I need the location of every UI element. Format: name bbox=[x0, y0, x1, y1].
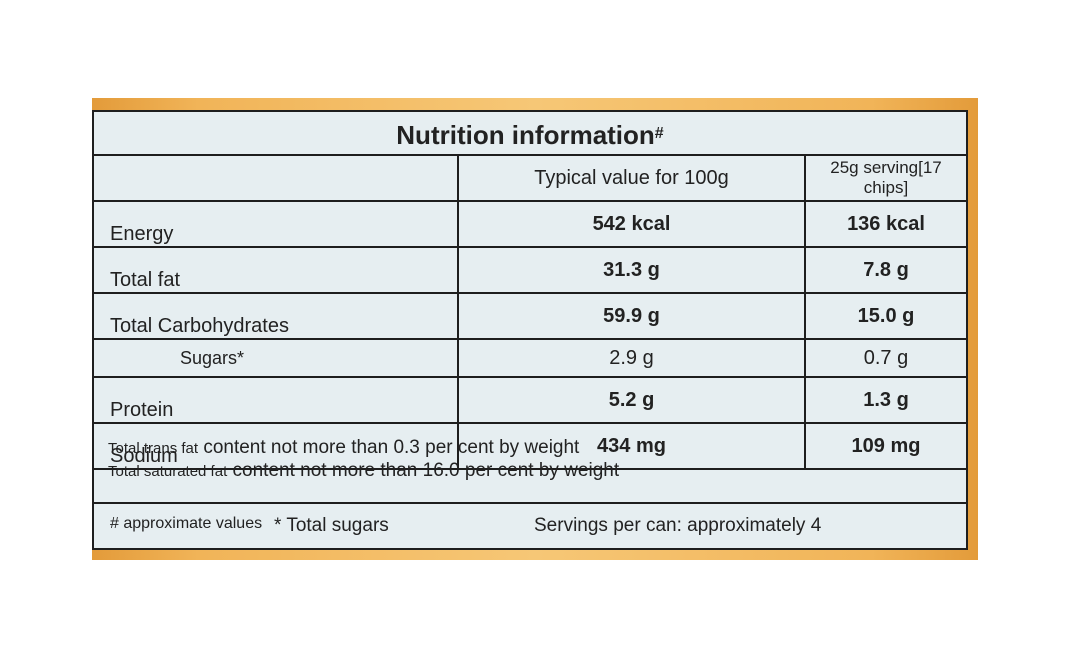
header-blank-cell bbox=[94, 154, 459, 202]
trans-fat-note: Total trans fat content not more than 0.… bbox=[108, 437, 580, 458]
table-row: Protein 5.2 g 1.3 g bbox=[94, 376, 966, 424]
table-row: Sodium 434 mg 109 mg bbox=[94, 422, 966, 470]
nutrient-label: Total Carbohydrates bbox=[94, 292, 459, 340]
saturated-fat-note: Total saturated fat content not more tha… bbox=[108, 460, 620, 481]
table-row: Total fat 31.3 g 7.8 g bbox=[94, 246, 966, 294]
panel-title: Nutrition information# bbox=[94, 114, 966, 154]
value-per-serving: 136 kcal bbox=[804, 200, 966, 248]
nutrient-label: Total fat bbox=[94, 246, 459, 294]
value-per-100g: 31.3 g bbox=[457, 246, 806, 294]
value-per-serving: 15.0 g bbox=[804, 292, 966, 340]
nutrient-label: Sugars* bbox=[94, 338, 459, 378]
nutrient-label: Energy bbox=[94, 200, 459, 248]
nutrient-label: Sodium bbox=[94, 422, 459, 470]
value-per-100g: 542 kcal bbox=[457, 200, 806, 248]
sugars-footnote: * Total sugars bbox=[274, 515, 389, 536]
value-per-100g: 2.9 g bbox=[457, 338, 806, 378]
table-body: Energy 542 kcal 136 kcal Total fat 31.3 g 7.8… bbox=[94, 200, 966, 470]
approx-footnote: # approximate values bbox=[110, 515, 263, 532]
title-text: Nutrition information bbox=[396, 120, 655, 150]
value-per-serving: 0.7 g bbox=[804, 338, 966, 378]
value-per-serving: 1.3 g bbox=[804, 376, 966, 424]
value-per-serving: 7.8 g bbox=[804, 246, 966, 294]
value-per-100g: 5.2 g bbox=[457, 376, 806, 424]
value-per-100g: 434 mg bbox=[457, 422, 806, 470]
footer-row: # approximate values * Total sugars Serv… bbox=[94, 502, 966, 550]
nutrition-table: Typical value for 100g 25g serving[17 ch… bbox=[94, 154, 966, 470]
table-row: Energy 542 kcal 136 kcal bbox=[94, 200, 966, 248]
title-mark: # bbox=[654, 125, 664, 142]
table-header-row: Typical value for 100g 25g serving[17 ch… bbox=[94, 154, 966, 202]
servings-per-can: Servings per can: approximately 4 bbox=[534, 515, 822, 536]
value-per-serving: 109 mg bbox=[804, 422, 966, 470]
value-per-100g: 59.9 g bbox=[457, 292, 806, 340]
nutrition-panel: Nutrition information# Typical value for… bbox=[92, 110, 968, 550]
fat-notes: Total trans fat content not more than 0.… bbox=[108, 437, 958, 483]
table-row: Sugars* 2.9 g 0.7 g bbox=[94, 338, 966, 378]
header-per100g: Typical value for 100g bbox=[457, 154, 806, 202]
nutrient-label: Protein bbox=[94, 376, 459, 424]
header-serving: 25g serving[17 chips] bbox=[804, 154, 966, 202]
table-row: Total Carbohydrates 59.9 g 15.0 g bbox=[94, 292, 966, 340]
